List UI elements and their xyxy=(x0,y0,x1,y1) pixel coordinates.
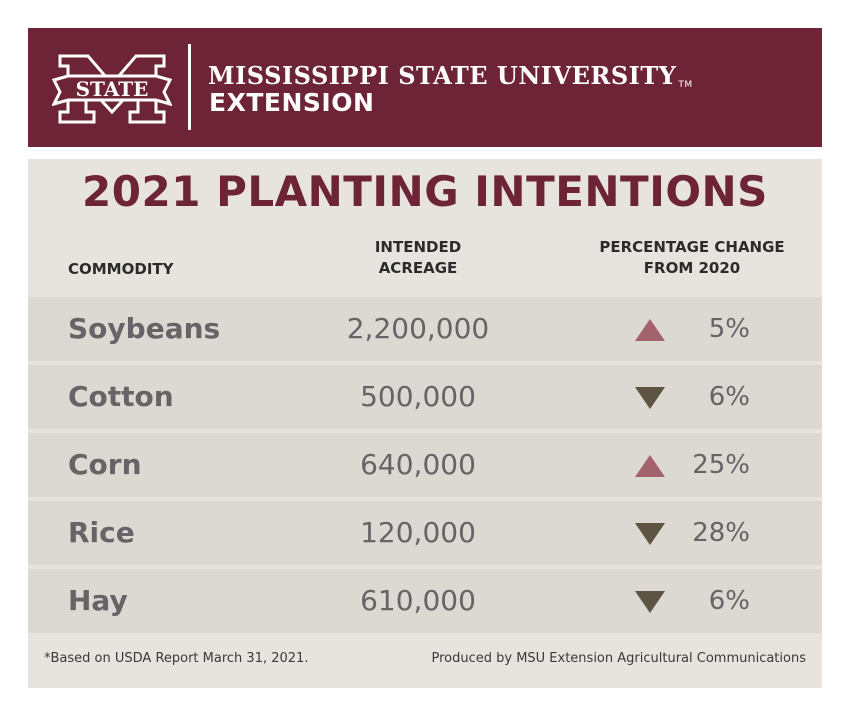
commodity-cell: Soybeans xyxy=(68,312,221,345)
column-header-acreage-line2: ACREAGE xyxy=(378,259,458,277)
footnote: *Based on USDA Report March 31, 2021. xyxy=(44,651,309,666)
triangle-down-icon xyxy=(635,387,665,409)
triangle-up-icon xyxy=(635,319,665,341)
commodity-cell: Rice xyxy=(68,516,135,549)
commodity-cell: Hay xyxy=(68,584,128,617)
column-header-acreage: INTENDED ACREAGE xyxy=(358,237,478,279)
percent-change-cell: 28% xyxy=(692,518,750,548)
msu-state-logo: STATE xyxy=(52,54,172,124)
column-header-change-line2: FROM 2020 xyxy=(643,259,741,277)
table-row: Hay 610,000 6% xyxy=(28,569,822,633)
commodity-cell: Corn xyxy=(68,448,142,481)
percent-change-cell: 6% xyxy=(708,382,750,412)
column-header-acreage-line1: INTENDED xyxy=(374,238,462,256)
table-row: Rice 120,000 28% xyxy=(28,501,822,565)
header-divider xyxy=(188,44,191,130)
extension-label: EXTENSION xyxy=(209,88,375,117)
column-header-change: PERCENTAGE CHANGE FROM 2020 xyxy=(582,237,802,279)
triangle-down-icon xyxy=(635,591,665,613)
triangle-down-icon xyxy=(635,523,665,545)
credit-line: Produced by MSU Extension Agricultural C… xyxy=(431,651,806,666)
column-header-change-line1: PERCENTAGE CHANGE xyxy=(599,238,785,256)
acreage-cell: 500,000 xyxy=(360,380,476,413)
acreage-cell: 2,200,000 xyxy=(346,312,490,345)
acreage-cell: 610,000 xyxy=(360,584,476,617)
percent-change-cell: 6% xyxy=(708,586,750,616)
infographic: STATE MISSISSIPPI STATE UNIVERSITY TM EXT… xyxy=(28,28,822,688)
triangle-up-icon xyxy=(635,455,665,477)
commodity-cell: Cotton xyxy=(68,380,174,413)
table-row: Cotton 500,000 6% xyxy=(28,365,822,429)
percent-change-cell: 25% xyxy=(692,450,750,480)
header-banner: STATE MISSISSIPPI STATE UNIVERSITY TM EXT… xyxy=(28,28,822,147)
acreage-cell: 640,000 xyxy=(360,448,476,481)
table-panel: 2021 PLANTING INTENTIONS COMMODITY INTEN… xyxy=(28,159,822,688)
acreage-cell: 120,000 xyxy=(360,516,476,549)
table-row: Corn 640,000 25% xyxy=(28,433,822,497)
percent-change-cell: 5% xyxy=(708,314,750,344)
logo-text: STATE xyxy=(76,77,149,101)
table-row: Soybeans 2,200,000 5% xyxy=(28,297,822,361)
trademark: TM xyxy=(678,80,693,90)
chart-title: 2021 PLANTING INTENTIONS xyxy=(82,167,768,216)
university-name-text: MISSISSIPPI STATE UNIVERSITY xyxy=(208,61,677,90)
university-name: MISSISSIPPI STATE UNIVERSITY TM xyxy=(208,61,693,90)
column-header-commodity: COMMODITY xyxy=(68,260,174,278)
